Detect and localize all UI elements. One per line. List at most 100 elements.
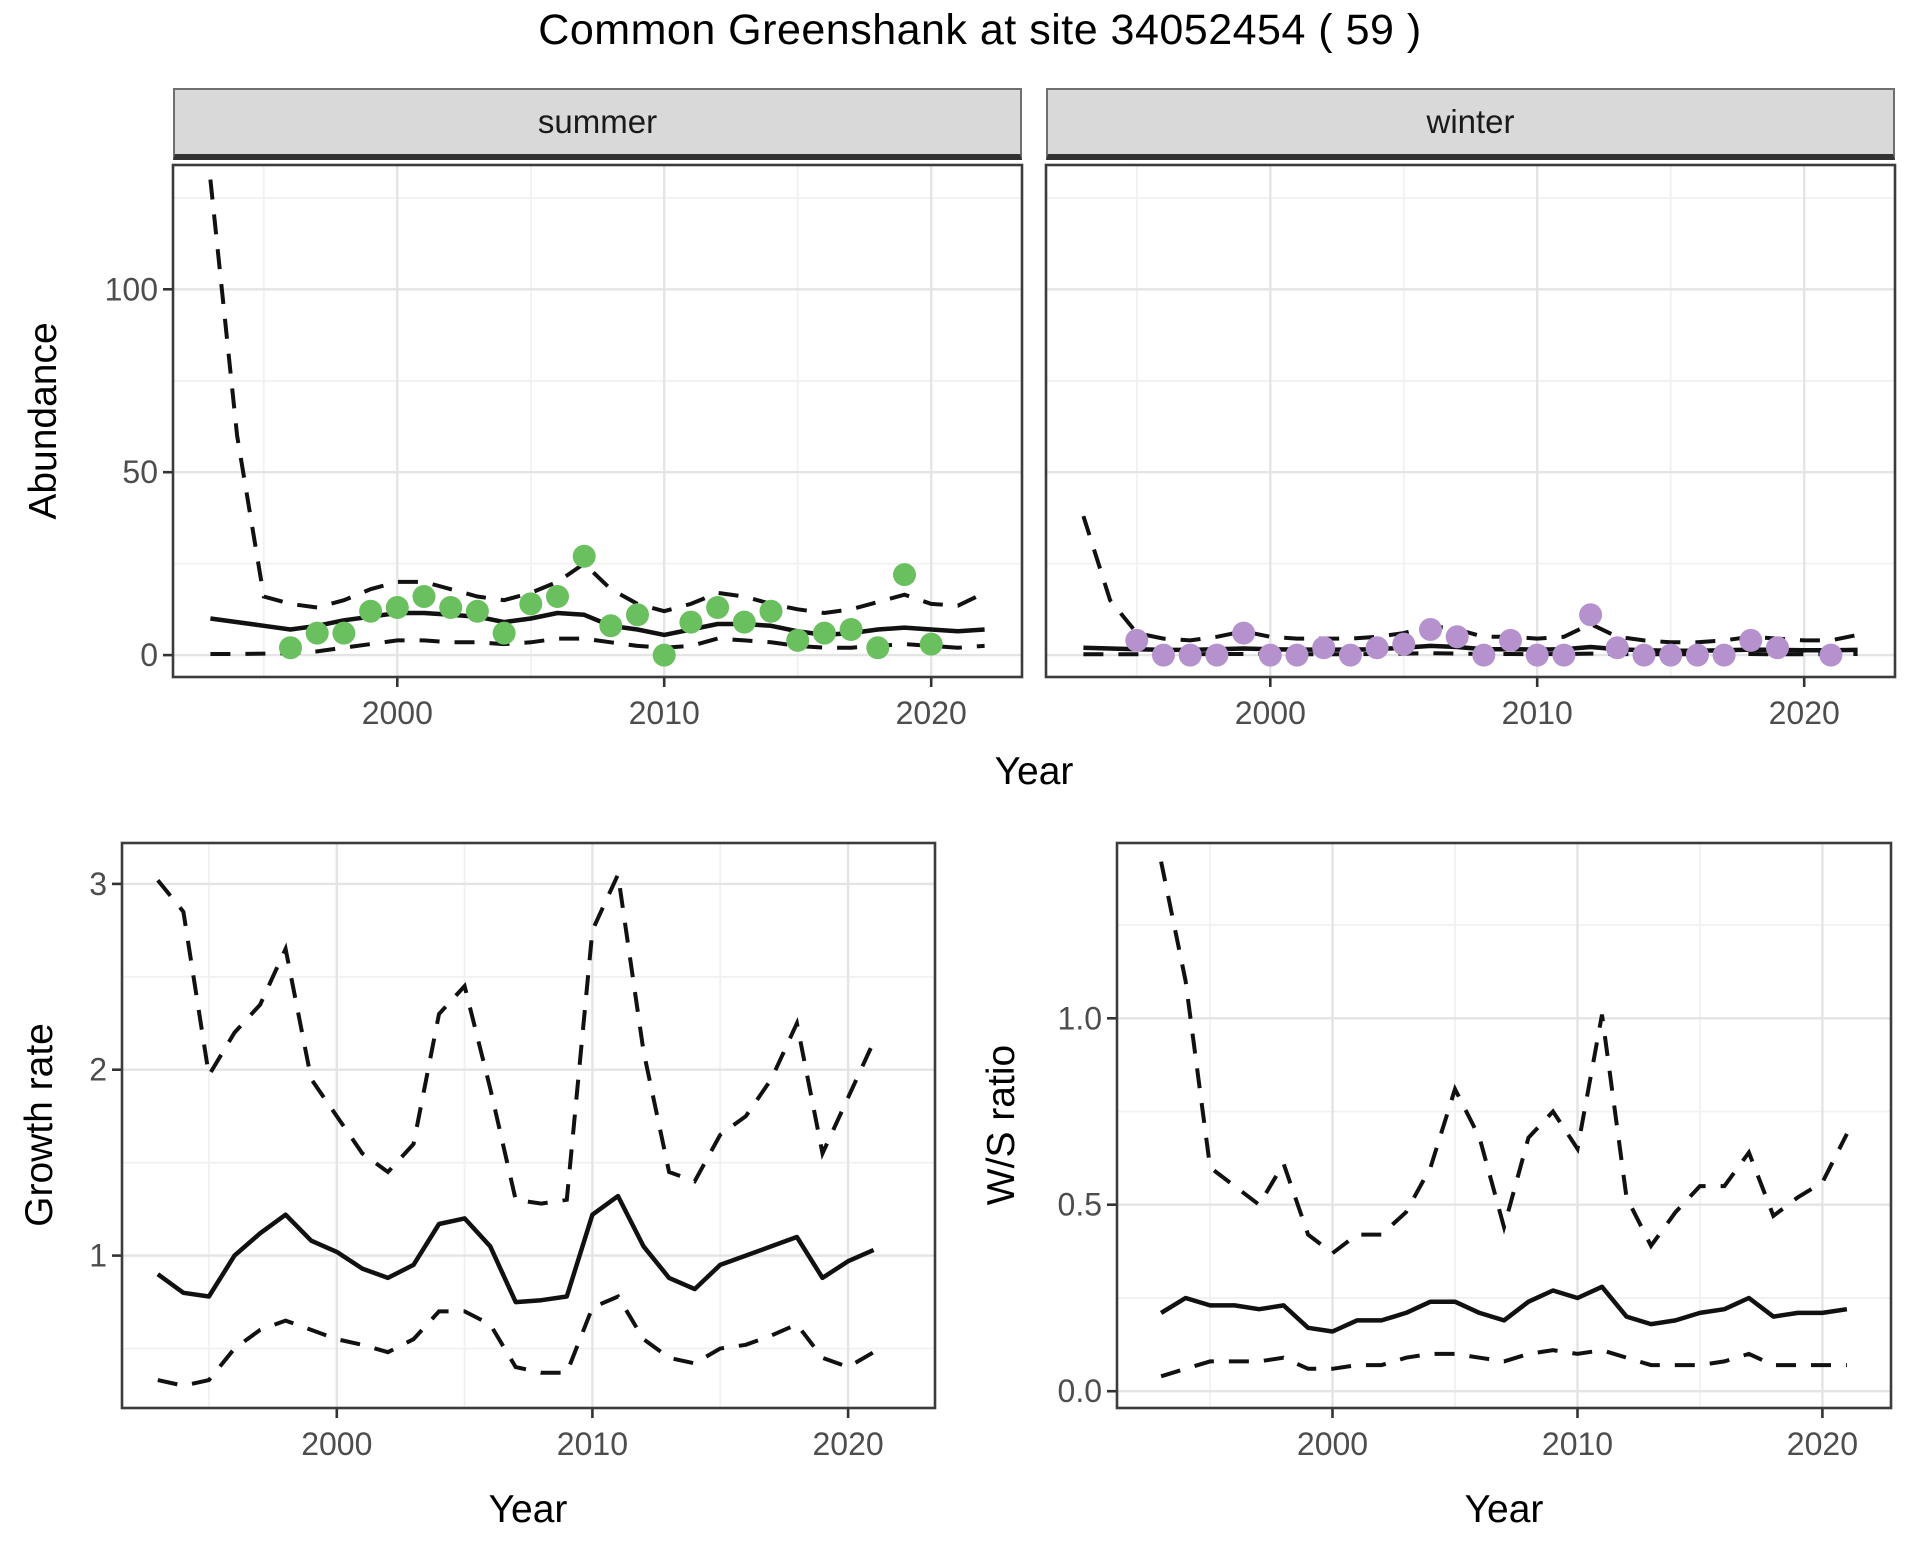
data-point [786,628,810,652]
data-point [546,585,569,608]
data-point [1205,643,1229,667]
upper-ci-dashed-line [1081,515,1859,645]
x-axis-title-ws-ratio: Year [1464,1488,1544,1531]
data-point [1552,643,1576,667]
y-tick-label: 1.0 [1058,1000,1102,1036]
median-line [156,1193,875,1305]
upper-ci-dashed-line [156,867,876,1206]
panel-growth_rate: 2000 2010 2020 1 2 3 [89,841,937,1462]
series-layer [156,867,876,1388]
panel-background [173,165,1022,677]
y-tick-label: 3 [89,866,107,902]
data-point [706,596,730,619]
x-tick-label: 2020 [1787,1426,1858,1462]
y-tick-label: 2 [89,1052,107,1088]
data-point [1125,628,1149,652]
data-point [626,603,649,627]
series-layer [1159,861,1849,1379]
x-tick-label: 2010 [629,695,700,731]
data-point [919,632,943,656]
data-point [1152,643,1175,667]
data-point [412,585,436,608]
lower-ci-dashed-line [157,1293,875,1388]
panel-summer_abundance: 2000 2010 2020 0 50 100 [105,163,1024,731]
data-point [839,618,863,641]
panel-border [1044,163,1897,679]
data-point [1338,643,1362,667]
x-tick-label: 2000 [1235,695,1306,731]
data-point [1258,643,1282,667]
data-point [492,621,516,645]
upper-ci-dashed-line [208,179,986,616]
panel-border [1115,841,1893,1410]
data-point [1312,636,1336,660]
data-point [332,621,356,645]
facet-strip-summer: summer [173,88,1022,160]
data-point [652,643,676,667]
data-point [1632,643,1656,667]
panel-border [171,163,1024,679]
data-point [1392,632,1416,656]
data-point [1819,643,1843,667]
data-point [893,563,916,587]
panel-background [122,843,935,1408]
x-tick-label: 2000 [301,1426,372,1462]
lower-ci-dashed-line [210,636,985,656]
data-point [465,599,489,623]
y-tick-label: 100 [105,271,158,307]
data-point [1285,643,1309,667]
data-point [866,636,890,660]
panel-border [120,841,937,1410]
data-point [1472,643,1496,667]
data-point [1659,643,1683,667]
data-point [1605,636,1629,660]
data-point [1445,625,1469,649]
x-tick-label: 2010 [1502,695,1573,731]
data-point [359,599,383,623]
series-layer [208,179,986,667]
y-axis-title-growth-rate: Growth rate [18,1023,61,1227]
x-axis-title-growth-rate: Year [488,1488,568,1531]
data-point [279,636,302,660]
data-point [1499,628,1522,652]
panel-background [1046,165,1895,677]
x-tick-label: 2010 [1542,1426,1613,1462]
data-point [385,596,409,619]
y-tick-label: 0.5 [1058,1187,1102,1223]
median-line [1159,1284,1848,1334]
panel-winter_abundance: 2000 2010 2020 [1044,163,1897,731]
facet-strip-winter-label: winter [1426,103,1515,140]
lower-ci-dashed-line [1160,1348,1847,1379]
page-title: Common Greenshank at site 34052454 ( 59 … [538,6,1422,54]
data-point [1739,628,1763,652]
x-tick-label: 2020 [1769,695,1840,731]
panel-background [1117,843,1891,1408]
series-layer [1081,515,1859,667]
data-point [732,610,756,634]
x-tick-label: 2000 [1297,1426,1368,1462]
data-point [1365,636,1389,660]
facet-strip-winter: winter [1046,88,1895,160]
data-point [1579,603,1603,627]
x-tick-label: 2020 [813,1426,884,1462]
data-point [1419,618,1442,641]
data-point [679,610,703,634]
x-axis-title-top: Year [994,750,1074,793]
panel-ws_ratio: 2000 2010 2020 0.0 0.5 1.0 [1058,841,1893,1462]
y-axis-title-abundance: Abundance [22,322,65,520]
data-point [1178,643,1202,667]
data-point [572,544,596,568]
data-point [519,592,543,616]
data-point [1525,643,1549,667]
data-point [1232,621,1256,645]
data-point [812,621,836,645]
data-point [599,614,623,638]
y-tick-label: 0 [140,637,158,673]
upper-ci-dashed-line [1159,861,1849,1256]
data-point [439,596,463,619]
y-tick-label: 50 [122,454,158,490]
data-point [1766,636,1789,660]
x-tick-label: 2010 [557,1426,628,1462]
data-point [1685,643,1709,667]
